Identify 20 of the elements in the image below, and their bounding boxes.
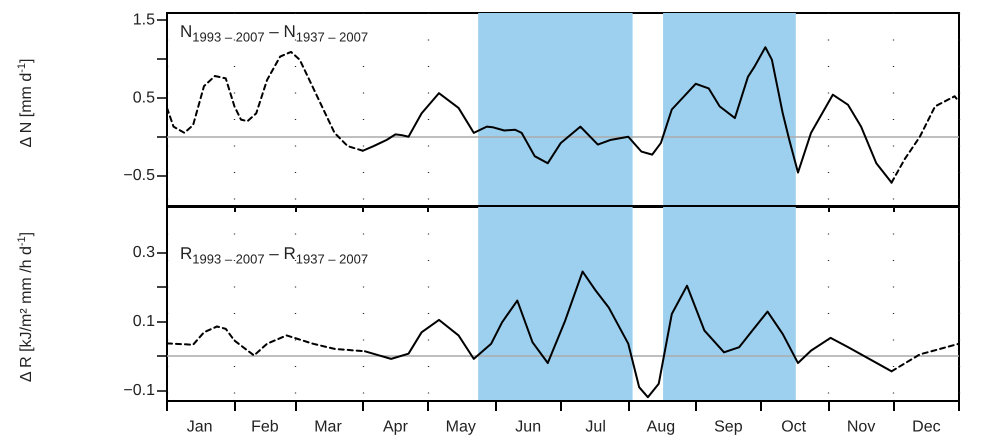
x-tick-label: Sep	[714, 418, 743, 436]
y-tick-label: 0.1	[132, 313, 156, 330]
x-tick-label: Mar	[314, 418, 342, 436]
x-tick-label: Feb	[251, 418, 279, 436]
x-tick-label: Jan	[186, 418, 213, 436]
y-tick-label: 0.3	[132, 244, 156, 262]
y-tick-label: −0.1	[123, 382, 156, 400]
x-tick-label: Dec	[912, 418, 941, 436]
x-tick-label: Jun	[515, 418, 542, 436]
x-tick-label: May	[446, 418, 476, 436]
x-tick-label: Oct	[781, 418, 807, 436]
x-tick-label: Apr	[383, 418, 409, 436]
x-tick-label: Nov	[846, 418, 876, 436]
annotation: R$_{1993 – 2007}$ – R$_{1937 – 2007}$	[180, 244, 368, 266]
y-tick-label: 1.5	[132, 12, 156, 29]
annotation: N$_{1993 – 2007}$ – N$_{1937 – 2007}$	[180, 22, 368, 44]
x-tick-label: Jul	[585, 418, 606, 436]
y-tick-label: 0.5	[132, 89, 156, 106]
y-tick-label: −0.5	[123, 167, 156, 184]
x-tick-label: Aug	[646, 418, 676, 436]
